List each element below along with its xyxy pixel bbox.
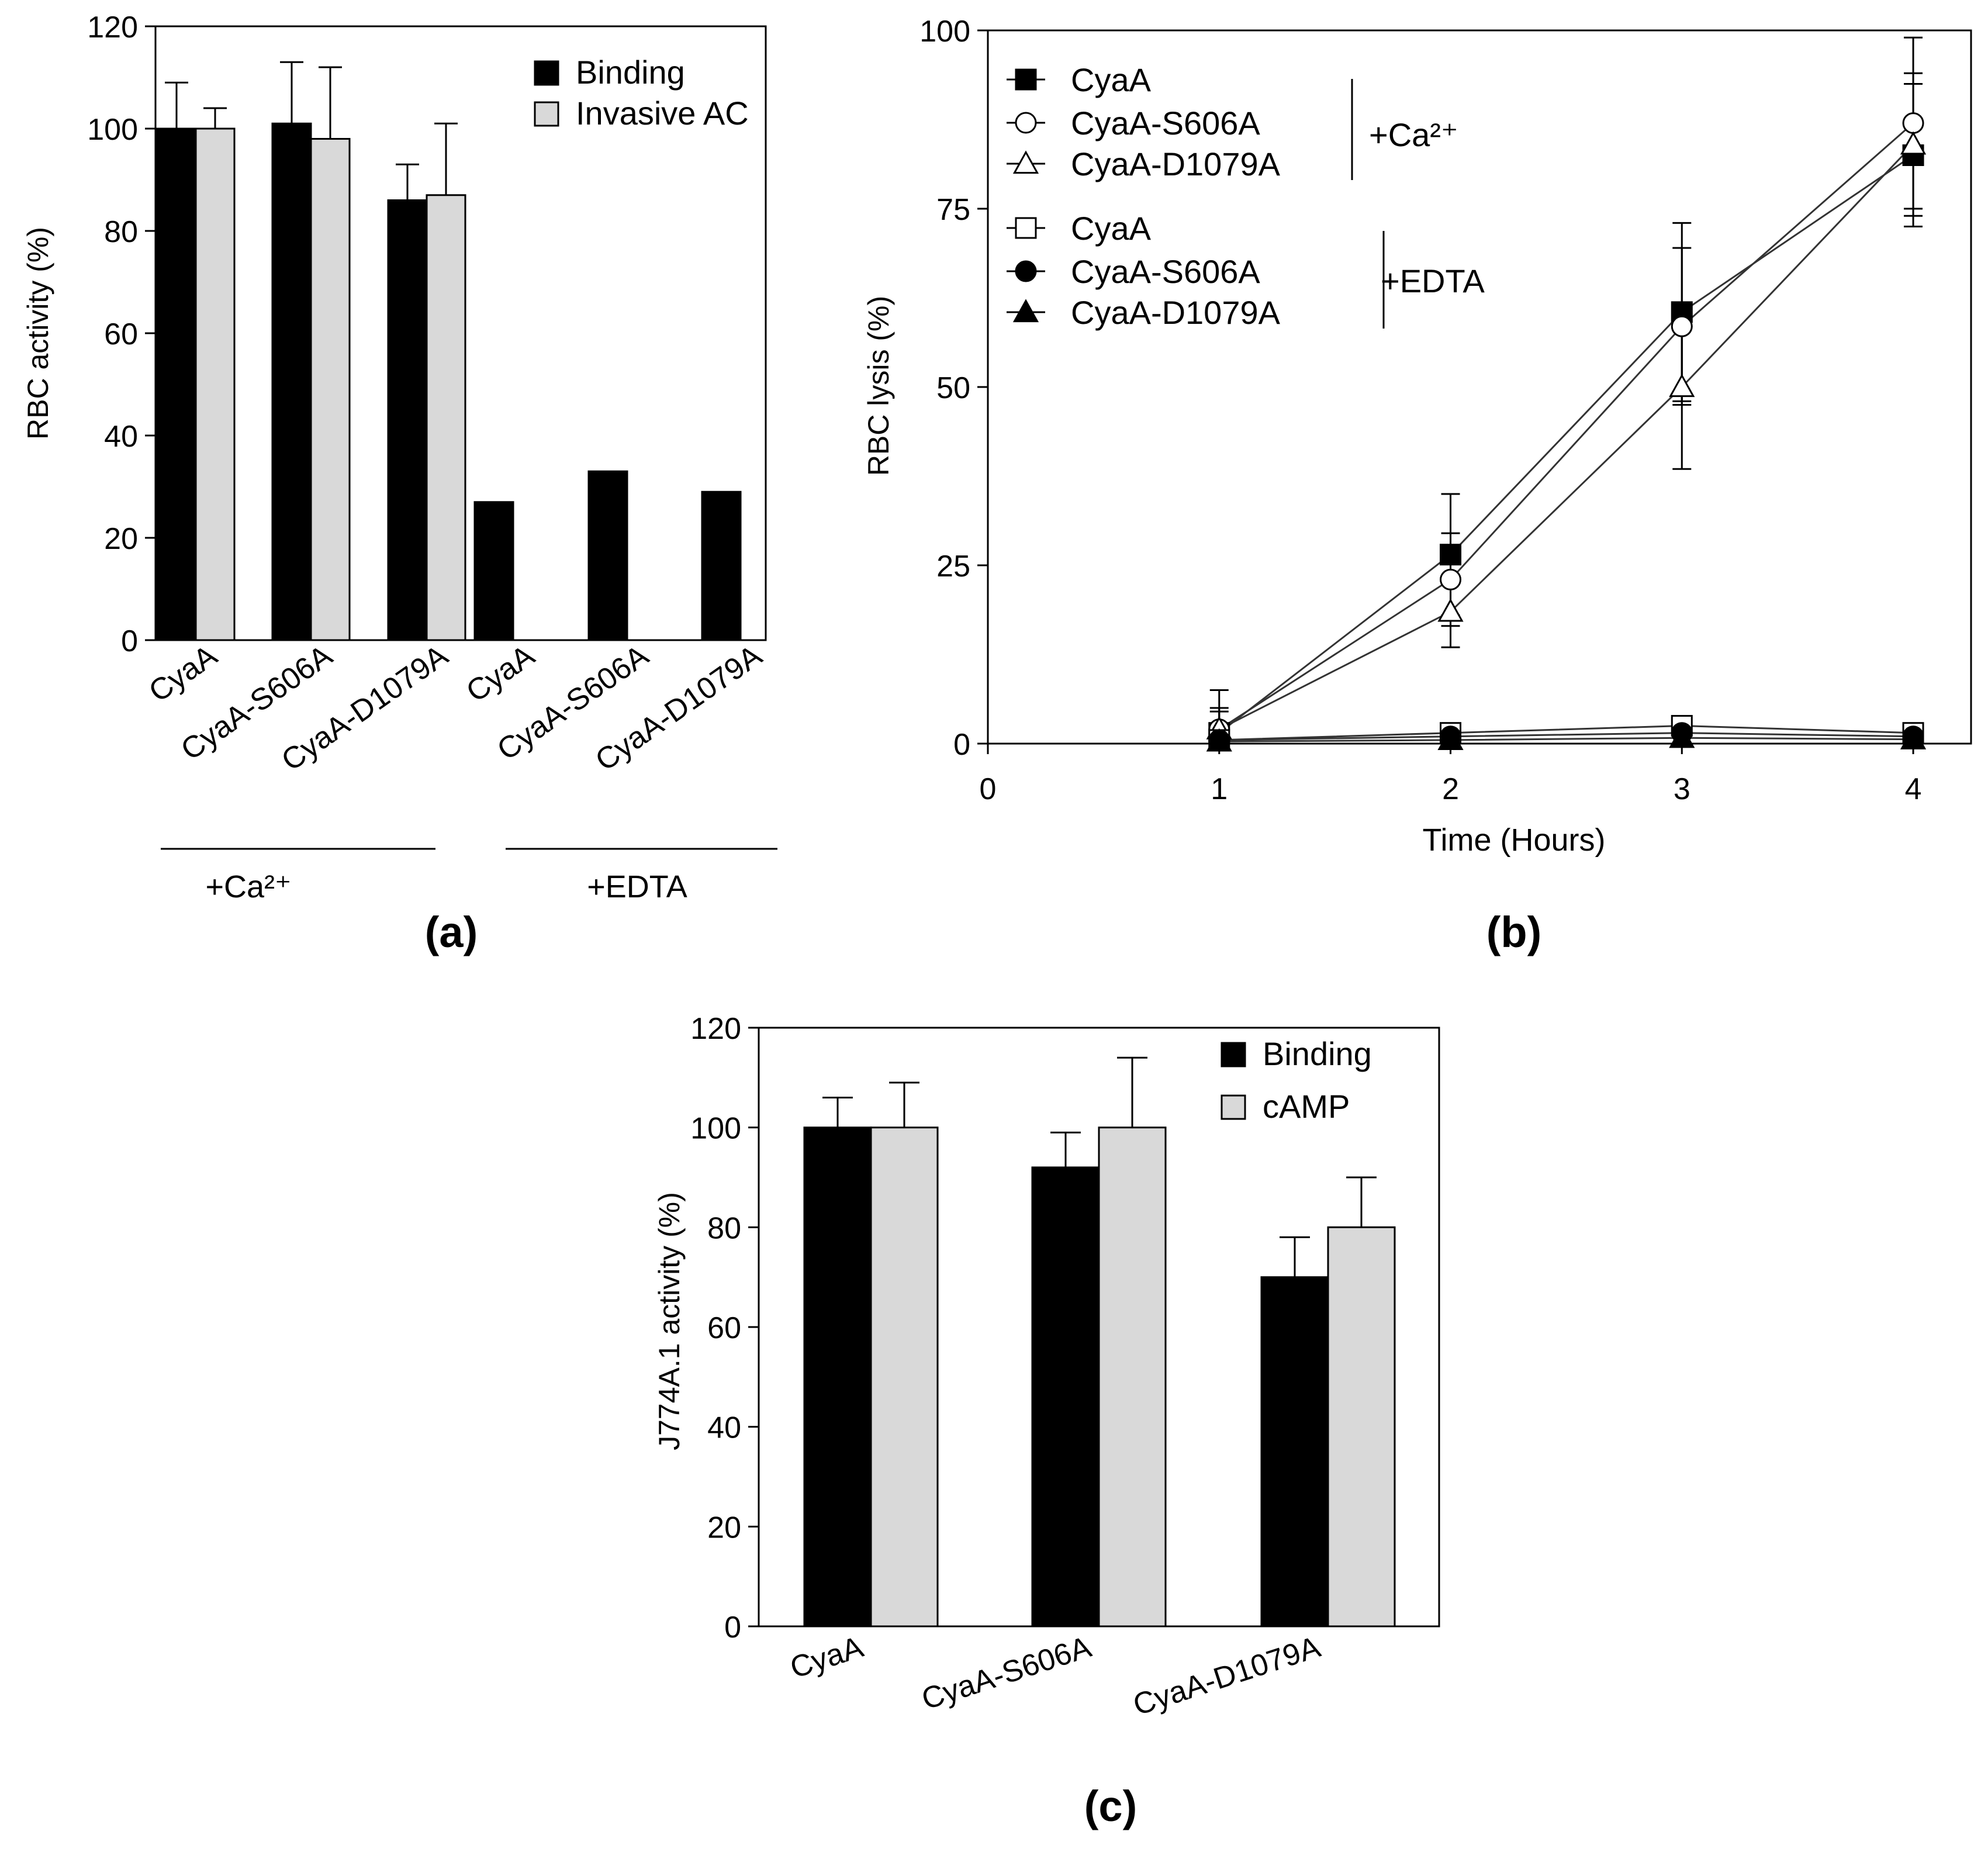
legend-label: CyaA-D1079A (1071, 294, 1281, 331)
panel-c-y-tick-label: 120 (690, 1012, 741, 1046)
panel-b-x-tick-label: 0 (980, 772, 997, 806)
bar-camp (1098, 1127, 1167, 1628)
x-axis-label: Time (Hours) (1422, 823, 1605, 858)
legend-label: CyaA (1071, 210, 1152, 247)
data-point-circle-open (1440, 568, 1462, 590)
bar-invasive-ac (426, 194, 466, 641)
bar-camp (1327, 1226, 1396, 1628)
bar-binding (271, 122, 312, 641)
data-point-triangle-open (1900, 131, 1927, 155)
panel-c-y-tick-label: 40 (707, 1411, 741, 1445)
panel-c-legend-swatch (1221, 1042, 1246, 1067)
series-line (1219, 724, 1914, 741)
group-label: +EDTA (587, 869, 687, 904)
legend-marker-triangle-filled (1012, 299, 1039, 323)
data-point-circle-open (1671, 315, 1693, 337)
panel-b-y-tick-label: 100 (919, 15, 970, 49)
panel-a-legend-label: Invasive AC (576, 95, 749, 132)
legend-label: CyaA-D1079A (1071, 146, 1281, 182)
bar-binding (473, 501, 514, 641)
panel-a-y-tick-label: 40 (104, 420, 138, 454)
legend-marker-square-filled (1015, 68, 1037, 91)
data-point-triangle-open (1669, 374, 1695, 398)
legend-marker-circle-filled (1015, 260, 1037, 282)
panel-a-y-tick-label: 20 (104, 522, 138, 556)
panel-c-legend-label: Binding (1263, 1035, 1372, 1072)
data-point-triangle-filled (1437, 727, 1464, 751)
panel-label: (b) (1486, 908, 1542, 956)
series-line (1219, 144, 1914, 730)
data-point-triangle-filled (1900, 726, 1927, 749)
panel-c-y-tick-label: 60 (707, 1311, 741, 1345)
data-point-triangle-filled (1206, 728, 1232, 752)
bar-binding (701, 490, 742, 641)
panel-c-y-tick-label: 0 (724, 1611, 741, 1644)
x-tick-label: CyaA (786, 1630, 867, 1685)
panel-b-x-tick-label: 1 (1211, 772, 1228, 806)
legend-marker-square-open (1015, 217, 1037, 239)
panel-label: (a) (425, 908, 478, 956)
panel-c-y-tick-label: 100 (690, 1112, 741, 1146)
panel-b-x-tick-label: 2 (1442, 772, 1459, 806)
legend-marker-triangle-open (1012, 150, 1039, 174)
panel-c-y-tick-label: 20 (707, 1511, 741, 1545)
series-line (1218, 122, 1914, 730)
panel-b-x-tick-label: 4 (1905, 772, 1922, 806)
legend-label: CyaA-S606A (1071, 253, 1260, 290)
bar-binding (587, 470, 628, 641)
panel-b-line-chart: 0 25 50 75 100 0 1 2 3 4 RBC lysis (%) Time (Hours)… (862, 15, 1972, 956)
panel-c-y-tick-label: 80 (707, 1211, 741, 1245)
series-line (1219, 732, 1914, 741)
panel-b-y-tick-label: 0 (953, 728, 970, 762)
panel-b-y-tick-label: 75 (936, 193, 970, 227)
data-point-circle-open (1902, 112, 1924, 134)
legend-group-label: +EDTA (1381, 262, 1485, 299)
panel-c-legend-label: cAMP (1263, 1088, 1350, 1125)
data-point-triangle-filled (1669, 724, 1695, 748)
x-tick-label: CyaA (143, 638, 223, 709)
bar-camp (870, 1127, 939, 1628)
bar-binding (803, 1127, 872, 1628)
panel-a-legend-swatch (534, 101, 559, 127)
legend-group-label: +Ca²⁺ (1369, 116, 1458, 153)
bar-binding (387, 199, 428, 641)
panel-label: (c) (1084, 1782, 1137, 1830)
panel-a-y-tick-label: 80 (104, 215, 138, 249)
x-tick-label: CyaA-D1079A (1129, 1630, 1325, 1722)
y-axis-label: J774A.1 activity (%) (653, 1192, 686, 1450)
panel-a-legend-swatch (534, 60, 559, 86)
data-point-triangle-open (1437, 598, 1464, 622)
panel-b-y-tick-label: 25 (936, 550, 970, 583)
y-axis-label: RBC lysis (%) (862, 296, 895, 476)
legend-label: CyaA-S606A (1071, 105, 1260, 141)
panel-c-bar-chart: 0 20 40 60 80 100 120 J774A.1 activity (%) CyaA C… (653, 1012, 1440, 1830)
bar-invasive-ac (195, 127, 236, 641)
panel-a-y-tick-label: 120 (87, 11, 138, 44)
x-tick-label: CyaA-S606A (918, 1630, 1095, 1716)
series-line (1219, 737, 1914, 742)
panel-a-legend-label: Binding (576, 54, 685, 91)
legend-marker-circle-open (1015, 112, 1037, 134)
x-tick-label: CyaA (460, 638, 541, 709)
panel-c-legend-swatch (1221, 1094, 1246, 1120)
panel-a-y-tick-label: 0 (121, 624, 138, 658)
bar-binding (1260, 1276, 1329, 1628)
panel-a-y-tick-label: 100 (87, 113, 138, 147)
bar-invasive-ac (310, 138, 351, 641)
legend-label: CyaA (1071, 61, 1152, 98)
y-axis-label: RBC activity (%) (22, 227, 54, 440)
panel-b-y-tick-label: 50 (936, 371, 970, 405)
bar-binding (1031, 1166, 1100, 1628)
panel-b-x-tick-label: 3 (1674, 772, 1690, 806)
series-line (1218, 154, 1914, 734)
panel-a-y-tick-label: 60 (104, 317, 138, 351)
group-label: +Ca²⁺ (205, 869, 291, 904)
data-point-square-filled (1440, 544, 1462, 566)
bar-binding (156, 127, 197, 641)
